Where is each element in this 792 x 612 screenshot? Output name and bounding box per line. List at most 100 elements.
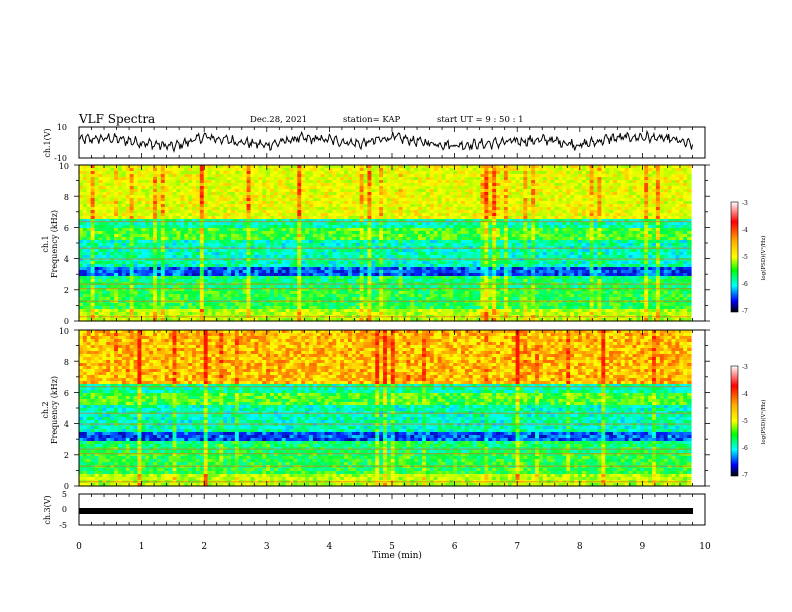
- spectrogram-cell: [231, 177, 236, 181]
- spectrogram-cell: [652, 222, 657, 226]
- spectrogram-cell: [449, 186, 454, 190]
- spectrogram-cell: [425, 207, 431, 211]
- spectrogram-cell: [648, 174, 653, 178]
- spectrogram-cell: [457, 219, 462, 223]
- spectrogram-cell: [663, 198, 669, 202]
- spectrogram-cell: [433, 171, 439, 175]
- spectrogram-cell: [375, 192, 380, 196]
- spectrogram-cell: [476, 195, 482, 199]
- spectrogram-cell: [570, 225, 575, 229]
- spectrogram-cell: [675, 198, 680, 202]
- spectrogram-cell: [344, 213, 349, 217]
- spectrogram-cell: [492, 201, 497, 205]
- spectrogram-cell: [195, 171, 201, 175]
- spectrogram-cell: [519, 201, 524, 205]
- spectrogram-cell: [558, 180, 563, 184]
- spectrogram-cell: [667, 222, 673, 226]
- spectrogram-cell: [344, 195, 349, 199]
- spectrogram-cell: [503, 189, 509, 193]
- spectrogram-cell: [538, 177, 544, 181]
- spectrogram-cell: [566, 219, 571, 223]
- spectrogram-cell: [227, 168, 232, 172]
- spectrogram-cell: [535, 168, 540, 172]
- spectrogram-cell: [566, 183, 571, 187]
- spectrogram-cell: [192, 207, 197, 211]
- spectrogram-cell: [273, 186, 279, 190]
- spectrogram-cell: [184, 174, 189, 178]
- spectrogram-cell: [203, 228, 209, 232]
- spectrogram-cell: [402, 189, 408, 193]
- spectrogram-cell: [203, 201, 209, 205]
- spectrogram-cell: [297, 186, 302, 190]
- spectrogram-cell: [422, 168, 427, 172]
- spectrogram-cell: [270, 186, 275, 190]
- spectrogram-cell: [461, 189, 466, 193]
- spectrogram-cell: [250, 201, 256, 205]
- spectrogram-cell: [192, 225, 197, 229]
- spectrogram-cell: [359, 174, 365, 178]
- spectrogram-cell: [277, 225, 283, 229]
- spectrogram-cell: [121, 213, 127, 217]
- spectrogram-cell: [231, 174, 236, 178]
- spectrogram-cell: [515, 216, 521, 220]
- spectrogram-cell: [344, 216, 349, 220]
- spectrogram-cell: [215, 180, 220, 184]
- spectrogram-cell: [437, 213, 443, 217]
- spectrogram-cell: [176, 195, 181, 199]
- spectrogram-cell: [82, 174, 88, 178]
- spectrogram-cell: [476, 198, 482, 202]
- spectrogram-cell: [379, 168, 384, 172]
- spectrogram-cell: [129, 171, 135, 175]
- spectrogram-cell: [98, 180, 103, 184]
- spectrogram-cell: [597, 195, 602, 199]
- spectrogram-cell: [320, 180, 326, 184]
- spectrogram-cell: [336, 195, 341, 199]
- spectrogram-cell: [114, 195, 119, 199]
- spectrogram-cell: [457, 168, 462, 172]
- spectrogram-cell: [476, 183, 482, 187]
- spectrogram-cell: [461, 168, 466, 172]
- spectrogram-cell: [289, 180, 294, 184]
- spectrogram-cell: [289, 183, 294, 187]
- spectrogram-cell: [503, 210, 509, 214]
- spectrogram-cell: [511, 216, 517, 220]
- spectrogram-cell: [601, 222, 606, 226]
- spectrogram-cell: [492, 174, 497, 178]
- spectrogram-cell: [655, 204, 661, 208]
- spectrogram-cell: [129, 204, 135, 208]
- ch1-waveform-panel: 10 -10 ch.1(V): [43, 123, 706, 163]
- spectrogram-cell: [562, 189, 567, 193]
- spectrogram-cell: [336, 222, 341, 226]
- spectrogram-cell: [176, 180, 181, 184]
- spectrogram-cell: [195, 168, 201, 172]
- spectrogram-cell: [106, 201, 111, 205]
- spectrogram-cell: [231, 201, 236, 205]
- spectrogram-cell: [394, 177, 400, 181]
- spectrogram-cell: [519, 210, 524, 214]
- spectrogram-cell: [117, 204, 123, 208]
- spectrogram-cell: [679, 171, 684, 175]
- spectrogram-cell: [558, 183, 563, 187]
- spectrogram-cell: [207, 225, 213, 229]
- spectrogram-cell: [468, 177, 474, 181]
- spectrogram-cell: [648, 213, 653, 217]
- spectrogram-cell: [546, 174, 552, 178]
- spectrogram-cell: [663, 195, 669, 199]
- spectrogram-cell: [558, 207, 563, 211]
- spectrogram-cell: [258, 198, 263, 202]
- spectrogram-cell: [624, 186, 630, 190]
- spectrogram-cell: [570, 165, 575, 169]
- spectrogram-cell: [648, 201, 653, 205]
- spectrogram-cell: [554, 222, 560, 226]
- spectrogram-cell: [297, 207, 302, 211]
- spectrogram-cell: [449, 165, 454, 169]
- spectrogram-cell: [546, 204, 552, 208]
- spectrogram-cell: [145, 177, 150, 181]
- spectrogram-cell: [410, 186, 415, 190]
- spectrogram-cell: [145, 171, 150, 175]
- spectrogram-cell: [359, 168, 365, 172]
- spectrogram-cell: [503, 213, 509, 217]
- spectrogram-cell: [141, 210, 146, 214]
- spectrogram-cell: [344, 210, 349, 214]
- spectrogram-cell: [655, 192, 661, 196]
